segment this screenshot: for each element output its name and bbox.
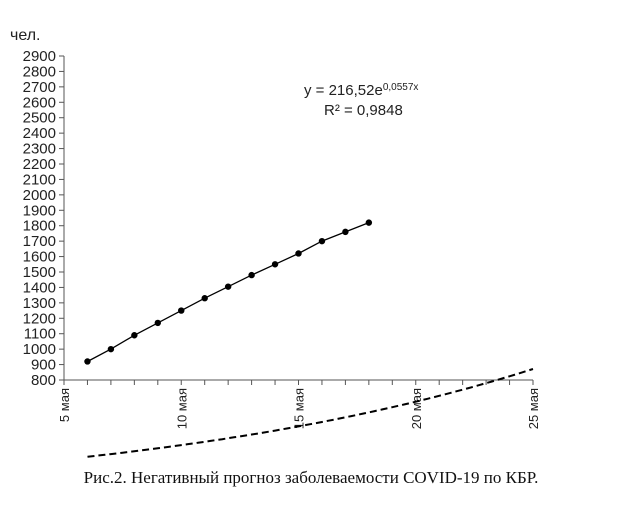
x-tick-label: 10 мая xyxy=(174,388,189,429)
y-tick-label: 2000 xyxy=(23,187,56,204)
data-point xyxy=(295,250,302,257)
x-axis: 5 мая 10 мая 15 мая 20 мая 25 мая xyxy=(57,379,541,429)
y-tick-label: 2400 xyxy=(23,125,56,142)
data-point xyxy=(365,219,373,226)
x-tick-label: 25 мая xyxy=(526,388,541,429)
chart: 8009001000110012001300140015001600170018… xyxy=(10,27,541,458)
data-point xyxy=(342,228,349,236)
y-unit-label: чел. xyxy=(10,27,40,44)
trend-r-squared: R² = 0,9848 xyxy=(324,102,403,119)
data-point xyxy=(178,307,185,314)
data-point xyxy=(248,271,255,279)
data-point xyxy=(271,261,279,268)
x-tick-label: 5 мая xyxy=(57,388,72,422)
y-tick-label: 2900 xyxy=(23,48,56,65)
y-tick-label: 1600 xyxy=(23,249,56,266)
y-tick-label: 2700 xyxy=(23,79,56,96)
data-point xyxy=(107,345,115,353)
trend-equation: y = 216,52e0,0557x xyxy=(304,82,418,100)
trend-equation-base: y = 216,52e xyxy=(304,82,383,99)
data-point xyxy=(154,319,161,327)
y-tick-label: 1400 xyxy=(23,279,56,296)
data-point xyxy=(84,358,91,365)
y-axis-ticks: 8009001000110012001300140015001600170018… xyxy=(23,48,64,389)
data-series xyxy=(84,219,373,365)
y-tick-label: 1000 xyxy=(23,341,56,358)
x-tick-label: 20 мая xyxy=(409,388,424,429)
y-tick-label: 1200 xyxy=(23,310,56,327)
y-tick-label: 800 xyxy=(31,372,56,389)
y-tick-label: 1500 xyxy=(23,264,56,281)
y-tick-label: 2800 xyxy=(23,63,56,80)
y-tick-label: 1900 xyxy=(23,202,56,219)
data-point xyxy=(318,237,326,245)
y-tick-label: 2200 xyxy=(23,156,56,173)
figure-caption: Рис.2. Негативный прогноз заболеваемости… xyxy=(83,468,539,487)
data-point xyxy=(224,283,232,290)
y-tick-label: 900 xyxy=(31,357,56,374)
y-tick-label: 1300 xyxy=(23,295,56,312)
trend-equation-exponent: 0,0557x xyxy=(383,82,419,93)
x-tick-label: 15 мая xyxy=(292,388,307,429)
data-point xyxy=(201,295,208,302)
trendline-path xyxy=(87,368,534,458)
y-tick-label: 1800 xyxy=(23,218,56,235)
y-tick-label: 2500 xyxy=(23,110,56,127)
y-tick-label: 2300 xyxy=(23,141,56,158)
data-point xyxy=(131,332,138,339)
y-tick-label: 2600 xyxy=(23,94,56,111)
y-tick-label: 1100 xyxy=(24,326,56,343)
trendline xyxy=(87,368,534,458)
y-tick-label: 1700 xyxy=(23,233,56,250)
y-tick-label: 2100 xyxy=(23,171,56,188)
series-line xyxy=(87,221,370,363)
